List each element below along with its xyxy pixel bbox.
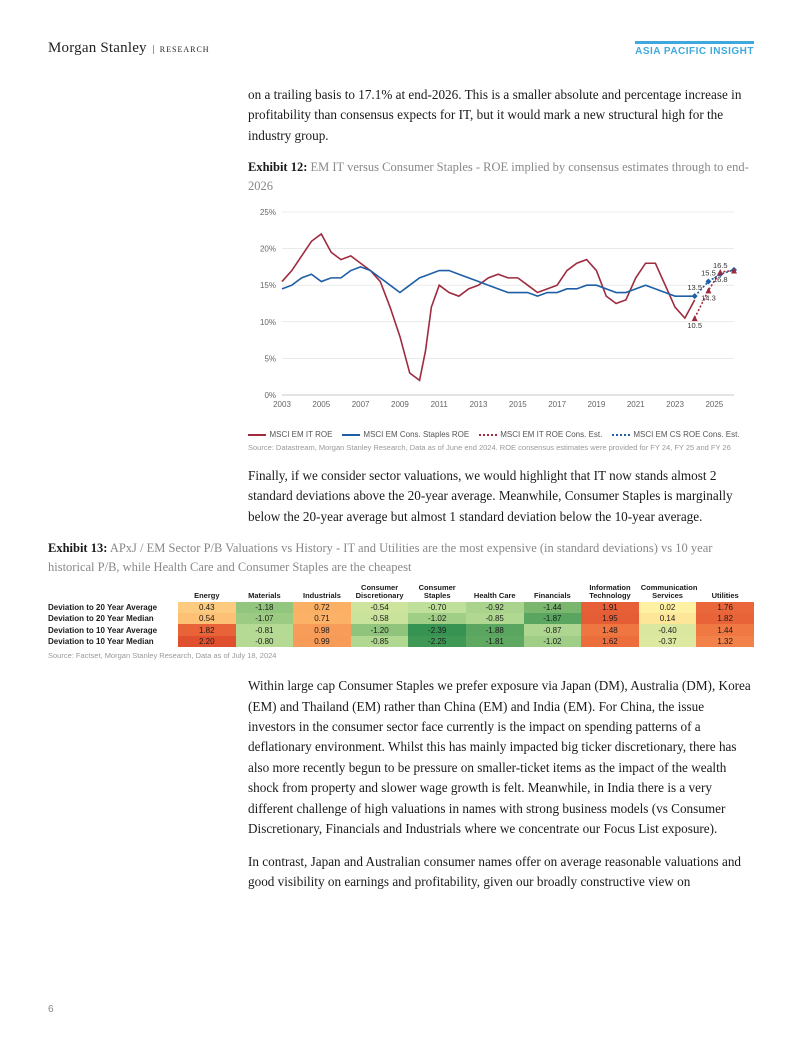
paragraph-3: Within large cap Consumer Staples we pre… bbox=[248, 676, 754, 840]
paragraph-4: In contrast, Japan and Australian consum… bbox=[248, 852, 754, 893]
page-header: Morgan Stanley RESEARCH ASIA PACIFIC INS… bbox=[48, 40, 754, 57]
paragraph-1: on a trailing basis to 17.1% at end-2026… bbox=[248, 85, 754, 146]
svg-text:2023: 2023 bbox=[666, 400, 684, 409]
svg-text:13.5: 13.5 bbox=[687, 283, 702, 292]
svg-text:2025: 2025 bbox=[705, 400, 723, 409]
exhibit-12-desc: EM IT versus Consumer Staples - ROE impl… bbox=[248, 160, 749, 193]
brand-name: Morgan Stanley bbox=[48, 40, 147, 57]
svg-text:10.5: 10.5 bbox=[687, 321, 702, 330]
page-number: 6 bbox=[48, 1004, 54, 1015]
svg-text:2009: 2009 bbox=[391, 400, 409, 409]
region-badge: ASIA PACIFIC INSIGHT bbox=[635, 41, 754, 57]
svg-text:25%: 25% bbox=[260, 208, 276, 217]
svg-text:2017: 2017 bbox=[548, 400, 566, 409]
exhibit-12-source: Source: Datastream, Morgan Stanley Resea… bbox=[248, 443, 754, 452]
svg-text:16.8: 16.8 bbox=[713, 275, 728, 284]
svg-text:2007: 2007 bbox=[352, 400, 370, 409]
chart-legend: MSCI EM IT ROEMSCI EM Cons. Staples ROEM… bbox=[248, 430, 740, 439]
svg-text:2021: 2021 bbox=[627, 400, 645, 409]
svg-text:0%: 0% bbox=[264, 391, 276, 400]
exhibit-13-desc: APxJ / EM Sector P/B Valuations vs Histo… bbox=[48, 541, 712, 574]
svg-text:2019: 2019 bbox=[588, 400, 606, 409]
svg-text:2003: 2003 bbox=[273, 400, 291, 409]
svg-text:10%: 10% bbox=[260, 318, 276, 327]
exhibit-12-chart: 0% 5% 10% 15% 20% 25% 2003 2005 2007 2009 2011 2013… bbox=[248, 206, 740, 439]
exhibit-13-table: EnergyMaterialsIndustrialsConsumer Discr… bbox=[48, 583, 754, 647]
svg-text:14.3: 14.3 bbox=[701, 293, 716, 302]
paragraph-2: Finally, if we consider sector valuation… bbox=[248, 466, 754, 527]
svg-text:20%: 20% bbox=[260, 244, 276, 253]
svg-text:5%: 5% bbox=[264, 354, 276, 363]
exhibit-13-title: Exhibit 13: APxJ / EM Sector P/B Valuati… bbox=[48, 539, 754, 577]
exhibit-13-source: Source: Factset, Morgan Stanley Research… bbox=[48, 651, 754, 660]
brand: Morgan Stanley RESEARCH bbox=[48, 40, 210, 57]
brand-research: RESEARCH bbox=[153, 45, 210, 54]
exhibit-12-num: Exhibit 12: bbox=[248, 160, 307, 174]
svg-text:16.5: 16.5 bbox=[713, 261, 728, 270]
svg-text:2005: 2005 bbox=[312, 400, 330, 409]
svg-text:2015: 2015 bbox=[509, 400, 527, 409]
exhibit-13-num: Exhibit 13: bbox=[48, 541, 107, 555]
svg-text:2013: 2013 bbox=[470, 400, 488, 409]
exhibit-12-title: Exhibit 12: EM IT versus Consumer Staple… bbox=[248, 158, 754, 196]
svg-text:2011: 2011 bbox=[431, 400, 449, 409]
svg-text:15%: 15% bbox=[260, 281, 276, 290]
